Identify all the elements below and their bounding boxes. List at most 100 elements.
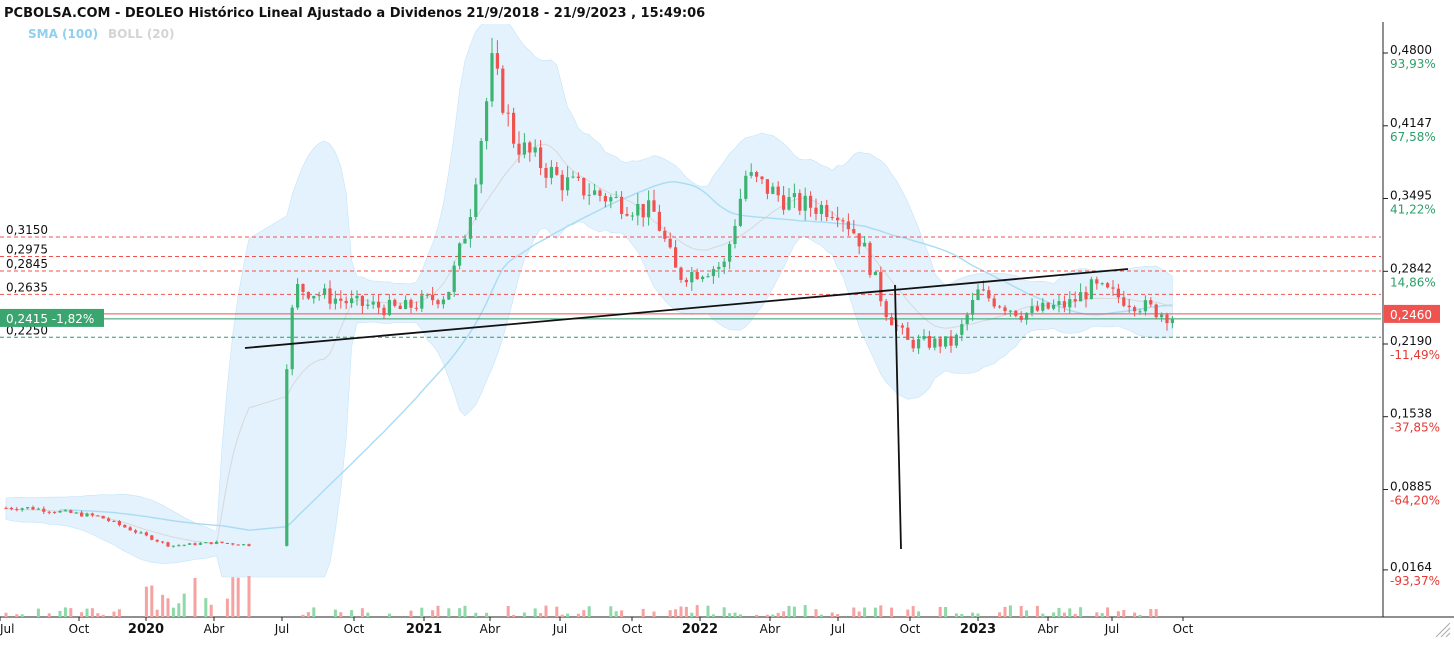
volume-bar xyxy=(576,613,580,617)
candle-body xyxy=(868,242,872,275)
volume-bar xyxy=(117,609,121,617)
x-tick-label: Abr xyxy=(760,622,781,636)
volume-bar xyxy=(409,610,413,617)
candle-body xyxy=(722,261,726,267)
legend-boll[interactable]: BOLL (20) xyxy=(108,27,175,41)
candle-body xyxy=(512,112,516,144)
candle-body xyxy=(771,186,775,194)
volume-bar xyxy=(1122,610,1126,617)
candle-body xyxy=(620,196,624,214)
candle-body xyxy=(1116,288,1120,298)
volume-bar xyxy=(873,607,877,617)
volume-bar xyxy=(458,608,462,617)
candle-body xyxy=(755,172,759,177)
candle-body xyxy=(749,172,753,176)
candle-body xyxy=(387,299,391,315)
candle-body xyxy=(1057,301,1061,305)
bollinger-midline xyxy=(5,143,1173,545)
candle-body xyxy=(193,543,197,545)
volume-bar xyxy=(690,612,694,617)
candle-body xyxy=(1149,300,1153,305)
volume-bar xyxy=(1062,612,1066,617)
candle-body xyxy=(1084,292,1088,300)
candle-body xyxy=(593,190,597,195)
candle-body xyxy=(965,314,969,324)
volume-bar xyxy=(971,612,975,617)
volume-bar xyxy=(1100,613,1104,617)
candle-body xyxy=(549,166,553,178)
candle-body xyxy=(490,53,494,102)
candle-body xyxy=(971,300,975,315)
resize-handle-icon[interactable] xyxy=(1435,622,1451,638)
candle-body xyxy=(647,200,651,218)
candle-body xyxy=(598,190,602,196)
x-tick-label: 2021 xyxy=(406,622,442,637)
candle-body xyxy=(852,229,856,234)
candle-body xyxy=(47,511,51,513)
legend-sma[interactable]: SMA (100) xyxy=(28,27,98,41)
volume-bar xyxy=(339,612,343,617)
candle-body xyxy=(485,101,489,142)
volume-bar xyxy=(684,606,688,617)
volume-bar xyxy=(312,607,316,617)
x-tick-label: Abr xyxy=(480,622,501,636)
candle-body xyxy=(1008,310,1012,312)
candle-body xyxy=(949,336,953,346)
volume-bar xyxy=(101,614,105,617)
volume-bar xyxy=(177,603,181,617)
volume-bar xyxy=(333,609,337,617)
candle-body xyxy=(528,142,532,153)
level-label: 0,2975 xyxy=(6,242,48,256)
volume-bar xyxy=(350,610,354,617)
candle-body xyxy=(1138,311,1142,313)
volume-bar xyxy=(47,613,51,617)
candle-body xyxy=(15,509,19,511)
candle-body xyxy=(998,306,1002,308)
volume-bar xyxy=(706,605,710,617)
volume-bar xyxy=(555,606,559,617)
volume-bar xyxy=(360,608,364,617)
x-tick-label: Jul xyxy=(274,622,289,636)
candle-body xyxy=(9,507,13,510)
volume-bar xyxy=(1008,605,1012,617)
candle-body xyxy=(58,511,62,513)
title-backdrop xyxy=(0,0,660,24)
candle-body xyxy=(798,193,802,211)
candle-body xyxy=(906,327,910,340)
volume-bar xyxy=(652,611,656,617)
volume-bar xyxy=(301,614,305,617)
volume-bar xyxy=(247,576,251,617)
volume-bar xyxy=(1106,607,1110,617)
candle-body xyxy=(441,299,445,305)
candle-body xyxy=(539,147,543,168)
volume-bar xyxy=(431,610,435,617)
volume-bar xyxy=(830,612,834,617)
volume-bar xyxy=(641,608,645,617)
candle-body xyxy=(431,294,435,301)
sma-path xyxy=(59,181,1173,531)
candle-body xyxy=(80,512,84,517)
volume-bar xyxy=(722,607,726,617)
y-tick-pct: 41,22% xyxy=(1390,203,1436,217)
candles[interactable] xyxy=(4,37,1174,548)
candle-body xyxy=(74,512,78,514)
candle-body xyxy=(479,141,483,185)
candle-body xyxy=(117,521,121,525)
volume-bar xyxy=(1003,606,1007,617)
candle-body xyxy=(1106,283,1110,288)
candle-body xyxy=(242,544,246,546)
volume-bar xyxy=(755,614,759,617)
candle-body xyxy=(890,317,894,326)
candle-body xyxy=(922,336,926,340)
y-tick-price: 0,2190 xyxy=(1390,334,1432,348)
candle-body xyxy=(285,369,289,546)
volume-bar xyxy=(15,614,19,617)
candle-body xyxy=(1073,299,1077,302)
candle-body xyxy=(668,238,672,248)
candle-body xyxy=(290,307,294,370)
volume-bar xyxy=(560,614,564,617)
candle-body xyxy=(63,510,67,512)
candle-body xyxy=(134,530,138,533)
candle-body xyxy=(900,325,904,328)
